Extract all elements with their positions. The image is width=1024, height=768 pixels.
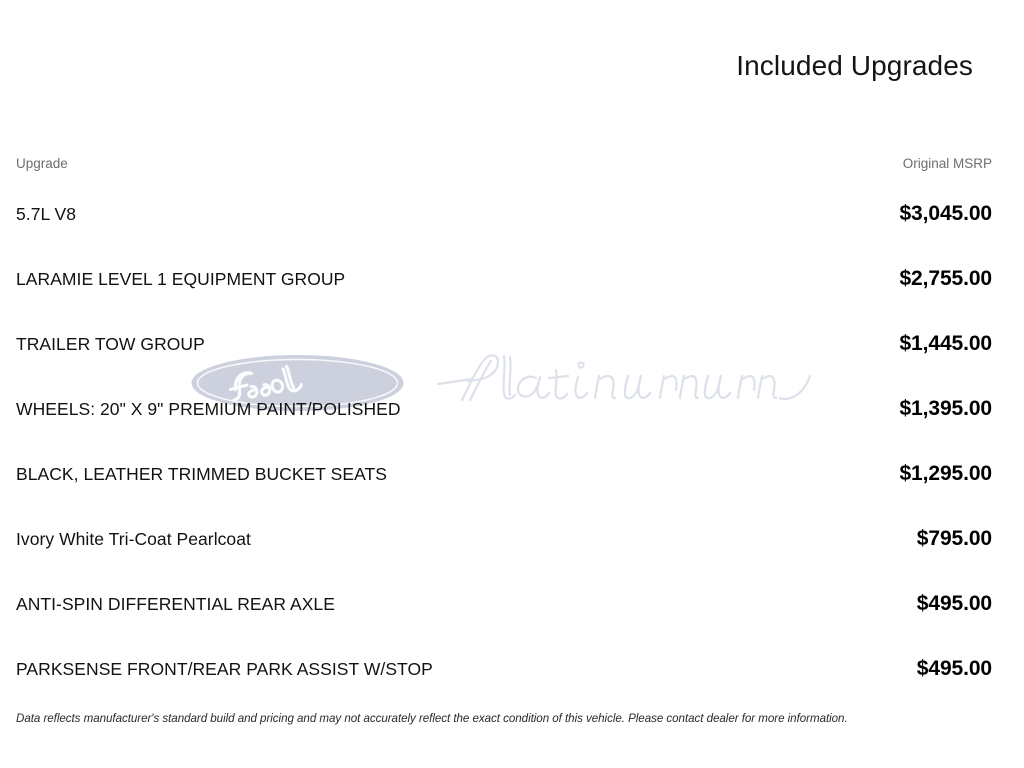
upgrade-name: Ivory White Tri-Coat Pearlcoat [16,529,251,549]
disclaimer-text: Data reflects manufacturer's standard bu… [16,712,848,725]
upgrade-price: $1,445.00 [899,332,992,355]
included-upgrades-table: Upgrade Original MSRP 5.7L V8 $3,045.00 … [16,155,992,723]
upgrade-name: LARAMIE LEVEL 1 EQUIPMENT GROUP [16,269,346,289]
upgrade-price: $2,755.00 [899,267,992,290]
upgrade-price: $3,045.00 [899,202,992,225]
upgrade-name: PARKSENSE FRONT/REAR PARK ASSIST W/STOP [16,659,433,679]
upgrade-name: TRAILER TOW GROUP [16,334,205,354]
table-body: 5.7L V8 $3,045.00 LARAMIE LEVEL 1 EQUIPM… [16,203,992,723]
table-row: TRAILER TOW GROUP $1,445.00 [16,333,992,398]
upgrade-price: $1,295.00 [899,462,992,485]
column-header-upgrade: Upgrade [16,156,68,171]
table-row: ANTI-SPIN DIFFERENTIAL REAR AXLE $495.00 [16,593,992,658]
table-row: WHEELS: 20" X 9" PREMIUM PAINT/POLISHED … [16,398,992,463]
upgrade-name: BLACK, LEATHER TRIMMED BUCKET SEATS [16,464,387,484]
column-header-original-msrp: Original MSRP [902,156,992,171]
upgrade-price: $1,395.00 [899,397,992,420]
table-row: PARKSENSE FRONT/REAR PARK ASSIST W/STOP … [16,658,992,723]
upgrade-name: WHEELS: 20" X 9" PREMIUM PAINT/POLISHED [16,399,401,419]
table-row: Ivory White Tri-Coat Pearlcoat $795.00 [16,528,992,593]
upgrade-price: $495.00 [916,657,992,680]
page-title: Included Upgrades [736,50,973,81]
table-row: LARAMIE LEVEL 1 EQUIPMENT GROUP $2,755.0… [16,268,992,333]
table-row: BLACK, LEATHER TRIMMED BUCKET SEATS $1,2… [16,463,992,528]
table-header-row: Upgrade Original MSRP [16,155,992,181]
table-row: 5.7L V8 $3,045.00 [16,203,992,268]
upgrade-price: $795.00 [916,527,992,550]
upgrade-name: ANTI-SPIN DIFFERENTIAL REAR AXLE [16,594,335,614]
upgrade-name: 5.7L V8 [16,204,77,224]
upgrade-price: $495.00 [916,592,992,615]
